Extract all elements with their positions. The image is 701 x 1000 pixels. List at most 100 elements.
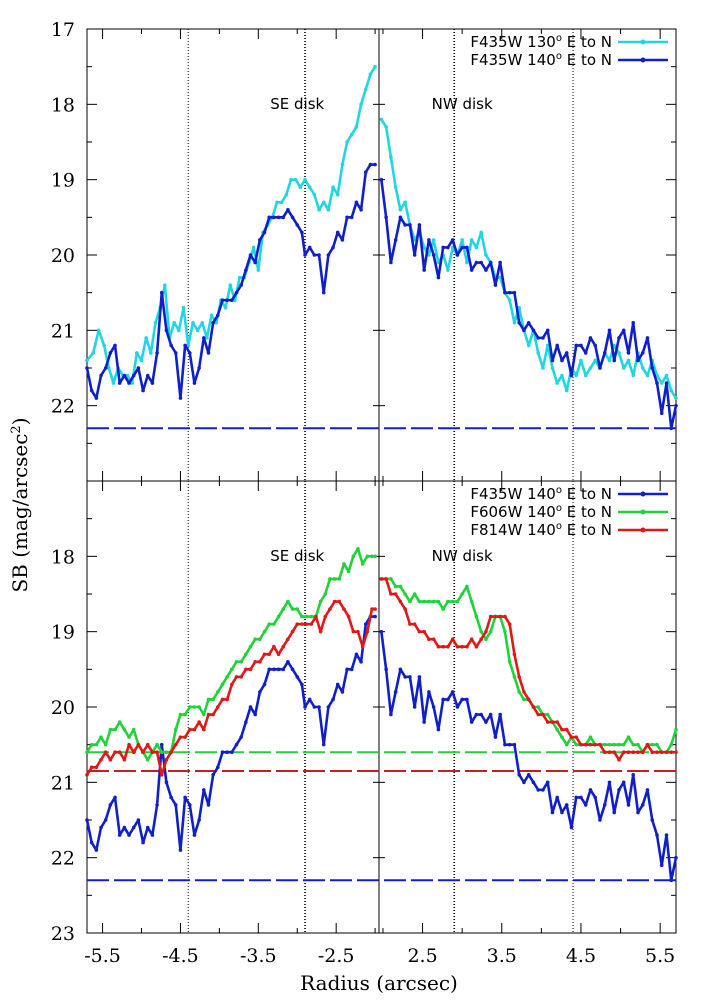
data-point (469, 238, 474, 242)
data-point (317, 705, 321, 709)
data-point (335, 192, 340, 197)
data-point (427, 253, 431, 257)
data-point (564, 742, 569, 747)
data-point (360, 644, 365, 649)
data-point (436, 644, 441, 649)
data-point (304, 614, 309, 619)
data-point (131, 727, 136, 732)
data-point (183, 343, 187, 348)
data-point (474, 644, 479, 649)
data-point (122, 373, 127, 378)
data-point (368, 162, 373, 167)
data-point (307, 245, 312, 250)
data-point (279, 200, 284, 205)
data-point (484, 253, 488, 257)
data-point (431, 637, 436, 641)
data-point (332, 599, 337, 604)
data-point (103, 818, 108, 822)
data-point (192, 833, 197, 837)
data-point (617, 757, 621, 762)
data-point (94, 848, 99, 852)
data-point (216, 690, 220, 694)
data-point (669, 878, 674, 883)
data-point (488, 629, 493, 634)
data-point (393, 185, 398, 189)
data-point (474, 260, 479, 265)
region-label-nw: NW disk (432, 95, 493, 113)
data-point (85, 358, 89, 363)
data-point (164, 328, 169, 333)
data-point (258, 660, 262, 664)
data-point (206, 351, 211, 355)
data-point (631, 773, 636, 777)
data-point (674, 727, 678, 732)
data-point (276, 667, 281, 672)
data-point (550, 810, 555, 815)
data-point (225, 697, 229, 702)
data-point (159, 773, 164, 777)
data-point (145, 373, 150, 378)
data-point (237, 275, 242, 280)
data-point (450, 637, 455, 641)
data-point (588, 336, 593, 340)
data-point (427, 690, 431, 694)
data-point (187, 705, 192, 709)
data-point (304, 622, 309, 626)
data-point (262, 652, 267, 657)
data-point (331, 245, 335, 250)
data-point (512, 290, 517, 295)
data-point (664, 381, 669, 385)
series-line-f606w-140-right (381, 577, 678, 754)
data-point (200, 321, 205, 325)
data-point (363, 87, 368, 92)
data-point (290, 629, 295, 634)
data-point (455, 644, 460, 649)
data-point (503, 629, 507, 634)
data-point (465, 584, 469, 589)
data-point (598, 742, 602, 747)
data-point (412, 622, 417, 626)
data-point (541, 788, 545, 792)
data-point (488, 614, 493, 619)
data-point (267, 667, 272, 672)
data-point (89, 765, 94, 770)
data-point (465, 245, 469, 250)
data-point (216, 705, 220, 709)
data-point (607, 742, 612, 747)
data-point (351, 554, 356, 559)
data-point (384, 215, 388, 220)
data-point (300, 682, 304, 687)
data-point (640, 803, 645, 807)
data-point (560, 373, 564, 378)
data-point (626, 735, 631, 739)
data-point (588, 735, 593, 739)
data-point (150, 381, 155, 385)
data-point (136, 742, 141, 747)
data-point (239, 735, 243, 739)
data-point (636, 742, 640, 747)
data-point (107, 366, 111, 370)
data-point (674, 855, 678, 860)
data-point (314, 614, 318, 619)
data-point (303, 177, 307, 182)
data-point (579, 343, 583, 348)
data-point (233, 298, 237, 303)
data-point (253, 637, 257, 641)
data-point (431, 253, 436, 257)
data-point (173, 727, 178, 732)
data-point (122, 727, 127, 732)
data-point (431, 599, 436, 604)
data-point (108, 727, 113, 732)
data-point (318, 629, 323, 634)
data-point (373, 162, 377, 167)
data-point (655, 833, 659, 837)
data-point (267, 622, 272, 626)
data-point (389, 577, 393, 581)
data-point (173, 803, 178, 807)
data-point (159, 742, 164, 747)
data-point (202, 727, 206, 732)
data-point (450, 238, 455, 242)
data-point (365, 554, 370, 559)
data-point (284, 192, 289, 197)
data-point (636, 810, 640, 815)
